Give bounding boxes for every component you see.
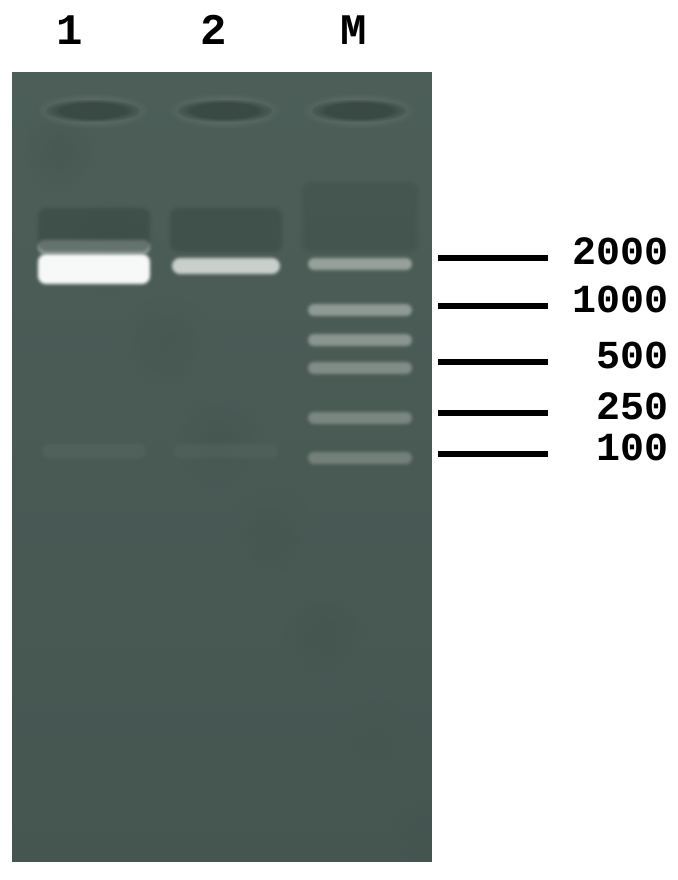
marker-label: 2000 bbox=[572, 232, 668, 277]
gel-band bbox=[302, 182, 418, 252]
gel-band bbox=[174, 444, 278, 458]
marker-line bbox=[438, 410, 548, 416]
gel-well-slot bbox=[46, 100, 140, 122]
gel-band bbox=[172, 258, 280, 274]
gel-well-slot bbox=[312, 100, 406, 122]
marker-label: 1000 bbox=[572, 280, 668, 325]
marker-line bbox=[438, 359, 548, 365]
gel-band bbox=[308, 362, 412, 374]
marker-label: 100 bbox=[596, 428, 668, 473]
gel-noise bbox=[228, 486, 318, 576]
lane-label: M bbox=[340, 8, 366, 58]
marker-line bbox=[438, 451, 548, 457]
gel-band bbox=[308, 258, 412, 270]
marker-label: 500 bbox=[596, 336, 668, 381]
marker-line bbox=[438, 255, 548, 261]
gel-band bbox=[308, 412, 412, 424]
gel-band bbox=[308, 452, 412, 464]
gel-noise bbox=[330, 694, 420, 784]
gel-noise bbox=[281, 583, 371, 673]
gel-band bbox=[308, 304, 412, 316]
marker-line bbox=[438, 303, 548, 309]
gel-band bbox=[42, 444, 146, 458]
gel-band bbox=[170, 208, 282, 252]
gel-band bbox=[308, 334, 412, 346]
gel-band bbox=[38, 254, 150, 284]
gel-image bbox=[12, 72, 432, 862]
gel-well bbox=[170, 94, 280, 128]
marker-label: 250 bbox=[596, 387, 668, 432]
gel-noise bbox=[175, 389, 265, 479]
gel-well bbox=[38, 94, 148, 128]
gel-band bbox=[38, 208, 150, 252]
gel-well-slot bbox=[178, 100, 272, 122]
lane-label: 2 bbox=[200, 8, 226, 58]
lane-label: 1 bbox=[56, 8, 82, 58]
gel-well bbox=[304, 94, 414, 128]
gel-noise bbox=[122, 292, 212, 382]
